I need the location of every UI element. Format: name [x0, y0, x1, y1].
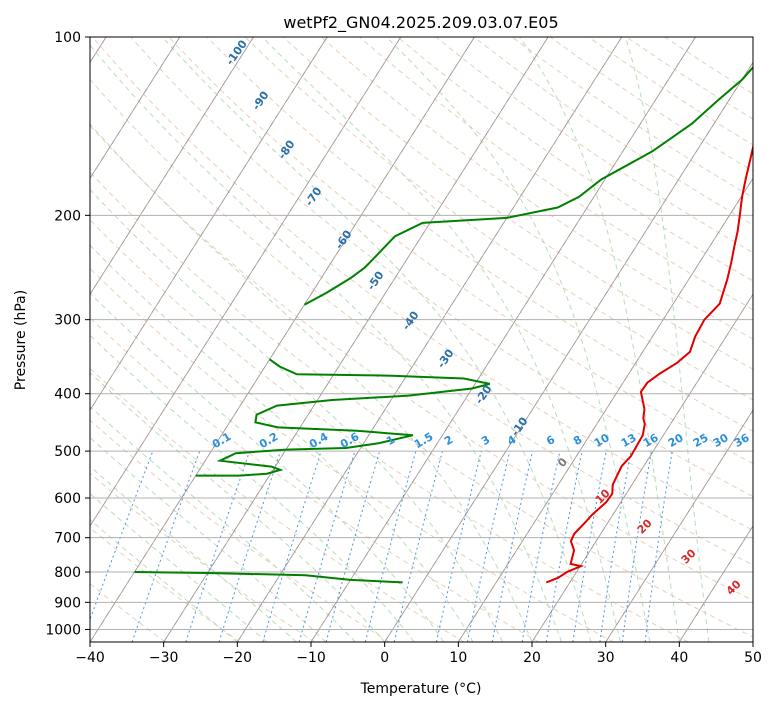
x-axis-title: Temperature (°C)	[360, 681, 482, 697]
skewed-isotherm	[678, 525, 753, 642]
moist-adiabat	[90, 371, 386, 642]
mixing-ratio-line	[364, 450, 417, 642]
moist-adiabat	[90, 465, 297, 642]
x-tick-label: 30	[597, 650, 615, 666]
dry-adiabat	[90, 527, 241, 642]
x-tick-label: 40	[670, 650, 688, 666]
y-axis-title: Pressure (hPa)	[13, 290, 29, 390]
mixing-ratio-line	[521, 450, 561, 642]
skewed-isotherm	[531, 293, 753, 642]
skewed-isotherm	[457, 177, 753, 642]
moist-adiabat	[162, 37, 592, 642]
dry-adiabat	[168, 37, 753, 465]
mixing-ratio-line	[325, 450, 381, 642]
moist-adiabat	[386, 37, 651, 642]
mixing-ratio-line	[262, 450, 322, 642]
y-tick-label: 100	[54, 30, 81, 46]
skewed-isotherm	[384, 61, 753, 642]
x-tick-label: 10	[449, 650, 467, 666]
chart-title: wetPf2_GN04.2025.209.03.07.E05	[283, 13, 558, 33]
mixing-ratio-line	[393, 450, 443, 642]
y-tick-label: 300	[54, 313, 81, 329]
mixing-ratio-lines	[90, 450, 673, 642]
skewed-isotherms	[90, 37, 753, 642]
mixing-ratio-line	[491, 450, 534, 642]
dry-adiabat	[90, 124, 753, 602]
skewed-isotherm	[90, 37, 254, 296]
dry-adiabat	[92, 37, 753, 531]
moist-adiabat	[519, 37, 680, 642]
y-tick-label: 1000	[45, 622, 81, 638]
y-tick-label: 400	[54, 387, 81, 403]
dry-adiabat	[130, 37, 753, 498]
dry-adiabats	[90, 37, 753, 642]
mixing-ratio-line	[298, 450, 356, 642]
dry-adiabat	[282, 37, 753, 370]
plot-frame	[89, 36, 754, 643]
mixing-ratio-line	[467, 450, 511, 642]
y-tick-label: 500	[54, 444, 81, 460]
skewed-isotherm	[90, 37, 181, 180]
plot-area: -100-90-80-70-60-50-40-30-20-100.1 0.2 0.4…	[90, 37, 753, 642]
dry-adiabat	[359, 37, 753, 311]
skewed-isotherm	[310, 37, 696, 642]
dewpoint-trace	[195, 358, 491, 477]
moist-adiabat	[90, 188, 503, 642]
moist-adiabat	[90, 436, 327, 642]
x-tick-label: 50	[744, 650, 762, 666]
temperature-trace	[545, 142, 753, 584]
dry-adiabat	[90, 367, 465, 642]
x-tick-label: −40	[75, 650, 105, 666]
y-tick-label: 700	[54, 531, 81, 547]
x-tick-label: 0	[380, 650, 389, 666]
mixing-ratio-line	[435, 450, 482, 642]
moist-adiabat	[625, 37, 710, 642]
moist-adiabat	[90, 492, 268, 642]
moist-adiabats	[90, 37, 710, 642]
dry-adiabat	[90, 472, 315, 642]
mixing-ratio-line	[218, 450, 281, 642]
x-tick-label: −30	[149, 650, 179, 666]
y-tick-label: 600	[54, 491, 81, 507]
x-tick-label: −10	[296, 650, 326, 666]
dry-adiabat	[90, 317, 540, 642]
mixing-ratio-line	[545, 451, 583, 642]
y-tick-label: 200	[54, 208, 81, 224]
skewed-isotherm	[90, 37, 402, 527]
dry-adiabat	[90, 267, 614, 642]
moist-adiabat	[90, 123, 533, 642]
x-tick-label: −20	[223, 650, 253, 666]
mixing-ratio-line	[131, 450, 201, 642]
x-axis: −40 −30 −20 −10 0 10 20 30 40 50	[75, 642, 762, 666]
skewed-isotherm	[236, 37, 623, 642]
x-tick-label: 20	[523, 650, 541, 666]
skewed-isotherm	[90, 37, 328, 411]
moist-adiabat	[90, 292, 445, 642]
y-tick-label: 900	[54, 595, 81, 611]
profile-series	[134, 65, 753, 584]
dry-adiabat	[90, 219, 689, 642]
skewed-isotherm	[605, 409, 753, 642]
mixing-ratio-line	[185, 450, 251, 642]
dry-adiabat	[206, 37, 753, 432]
skewed-isotherm	[90, 37, 475, 642]
moist-adiabat	[90, 44, 562, 642]
dewpoint-trace	[303, 65, 753, 306]
moist-adiabat	[90, 518, 238, 642]
y-axis: 1000 900 800 700 600 500 400 300 200 100	[45, 30, 90, 638]
dewpoint-trace	[134, 571, 403, 584]
y-tick-label: 800	[54, 565, 81, 581]
moist-adiabat	[90, 244, 474, 642]
skewed-isotherm	[163, 37, 549, 642]
